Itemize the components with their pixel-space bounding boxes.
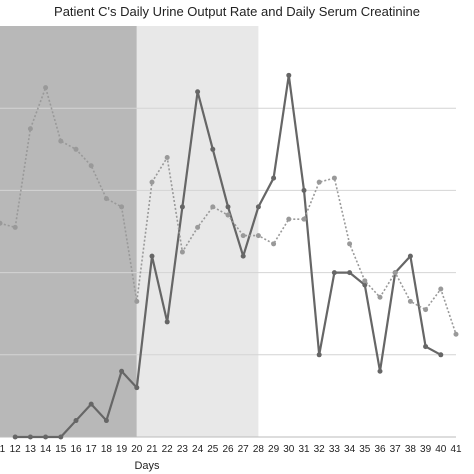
gridlines <box>0 107 456 438</box>
series-1-point <box>210 204 216 210</box>
series-1-point <box>362 278 368 284</box>
series-0-point <box>225 204 231 210</box>
series-1-point <box>164 155 170 161</box>
series-0-point <box>12 434 18 440</box>
series-group <box>0 72 459 440</box>
x-tick-label: 18 <box>101 444 113 455</box>
x-tick-label: 12 <box>10 444 22 455</box>
series-0-point <box>331 270 337 276</box>
x-tick-label: 19 <box>116 444 128 455</box>
shaded-region-0 <box>0 26 137 437</box>
x-tick-label: 30 <box>283 444 295 455</box>
series-1-point <box>347 241 353 247</box>
series-1-point <box>316 179 322 185</box>
series-1-point <box>12 224 18 230</box>
series-0-point <box>58 434 64 440</box>
series-1-point <box>149 179 155 185</box>
series-0-point <box>271 175 277 181</box>
series-0-point <box>316 352 322 358</box>
series-0-point <box>423 344 429 350</box>
x-tick-label: 28 <box>253 444 265 455</box>
series-1-point <box>103 196 109 202</box>
series-1-point <box>377 294 383 300</box>
series-0-point <box>255 204 261 210</box>
series-0-point <box>195 89 201 95</box>
series-0-point <box>119 368 125 374</box>
series-0-point <box>286 72 292 78</box>
series-0-point <box>88 401 94 407</box>
shaded-regions <box>0 26 259 437</box>
x-tick-label: 21 <box>146 444 158 455</box>
series-1-point <box>271 241 277 247</box>
x-tick-label: 31 <box>298 444 310 455</box>
series-1-point <box>43 85 49 91</box>
x-tick-label: 20 <box>131 444 143 455</box>
series-1-point <box>134 298 140 304</box>
x-tick-label: 35 <box>359 444 371 455</box>
series-1-point <box>453 331 459 337</box>
series-0-point <box>210 146 216 152</box>
series-0-point <box>164 319 170 325</box>
series-1-point <box>286 216 292 222</box>
x-tick-label: 41 <box>450 444 462 455</box>
x-tick-label: 22 <box>162 444 174 455</box>
series-0-point <box>43 434 49 440</box>
series-0-point <box>103 418 109 424</box>
x-tick-label: 33 <box>329 444 341 455</box>
x-tick-label: 39 <box>420 444 432 455</box>
series-0-point <box>27 434 33 440</box>
series-0-point <box>240 253 246 259</box>
x-tick-label: 38 <box>405 444 417 455</box>
series-0-point <box>347 270 353 276</box>
series-1-point <box>225 212 231 218</box>
series-1-point <box>58 138 64 144</box>
x-tick-label: 17 <box>86 444 98 455</box>
series-0-point <box>179 204 185 210</box>
x-tick-label: 27 <box>238 444 250 455</box>
x-tick-label: 34 <box>344 444 356 455</box>
series-1-point <box>423 307 429 313</box>
series-0-point <box>407 253 413 259</box>
series-0-point <box>377 368 383 374</box>
x-tick-label: 16 <box>70 444 82 455</box>
series-1-point <box>438 286 444 292</box>
series-1-point <box>331 175 337 181</box>
series-1-point <box>0 220 3 226</box>
series-1-point <box>27 126 33 132</box>
series-0-point <box>149 253 155 259</box>
x-tick-label: 25 <box>207 444 219 455</box>
x-tick-label: 23 <box>177 444 189 455</box>
series-1-point <box>88 163 94 169</box>
series-1-point <box>392 270 398 276</box>
x-tick-label: 32 <box>314 444 326 455</box>
series-1-point <box>407 298 413 304</box>
x-tick-label: 14 <box>40 444 52 455</box>
series-1-point <box>301 216 307 222</box>
series-1-point <box>255 233 261 239</box>
series-0-point <box>362 282 368 288</box>
series-1-point <box>119 204 125 210</box>
series-0-point <box>301 187 307 193</box>
series-1-point <box>195 224 201 230</box>
x-tick-label: 13 <box>25 444 37 455</box>
x-tick-label: 11 <box>0 444 6 455</box>
x-tick-label: 24 <box>192 444 204 455</box>
x-tick-label: 36 <box>374 444 386 455</box>
chart-title: Patient C's Daily Urine Output Rate and … <box>54 4 420 19</box>
series-1-point <box>240 233 246 239</box>
x-tick-label: 29 <box>268 444 280 455</box>
x-tick-label: 37 <box>390 444 402 455</box>
series-0-point <box>73 418 79 424</box>
series-1-point <box>179 249 185 255</box>
series-1-point <box>73 146 79 152</box>
x-tick-label: 40 <box>435 444 447 455</box>
x-tick-label: 15 <box>55 444 67 455</box>
series-0-point <box>438 352 444 358</box>
series-0-point <box>134 385 140 391</box>
x-axis-label: Days <box>134 460 160 472</box>
x-tick-label: 26 <box>222 444 234 455</box>
